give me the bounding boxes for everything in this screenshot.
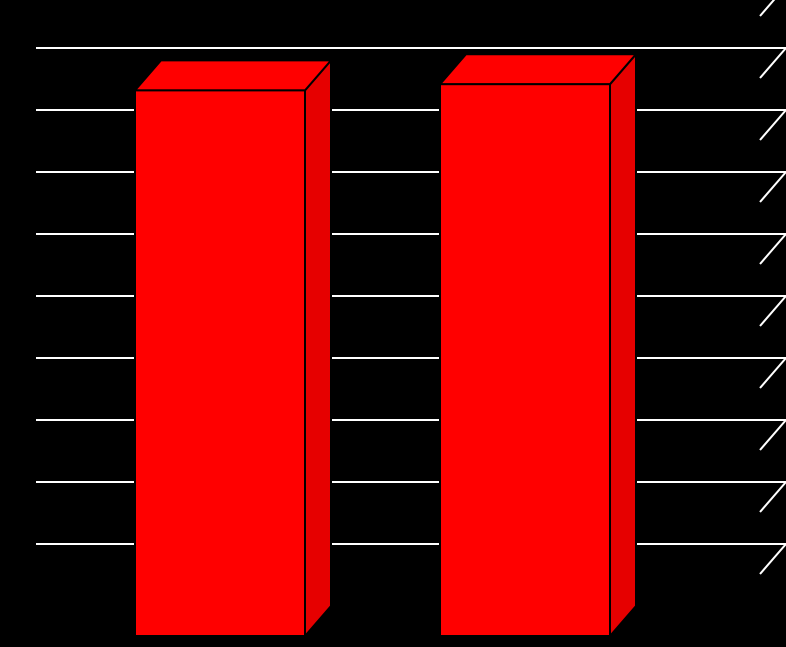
bars-group	[135, 54, 636, 636]
bar-chart-3d	[0, 0, 786, 647]
bar-side-face	[610, 54, 636, 636]
bar-top-face	[135, 60, 331, 90]
chart-canvas	[0, 0, 786, 647]
bar-top-face	[440, 54, 636, 84]
bar-side-face	[305, 60, 331, 636]
bar-front-face	[135, 90, 305, 636]
bar	[440, 54, 636, 636]
bar-front-face	[440, 84, 610, 636]
bar	[135, 60, 331, 636]
gridline	[36, 0, 786, 16]
